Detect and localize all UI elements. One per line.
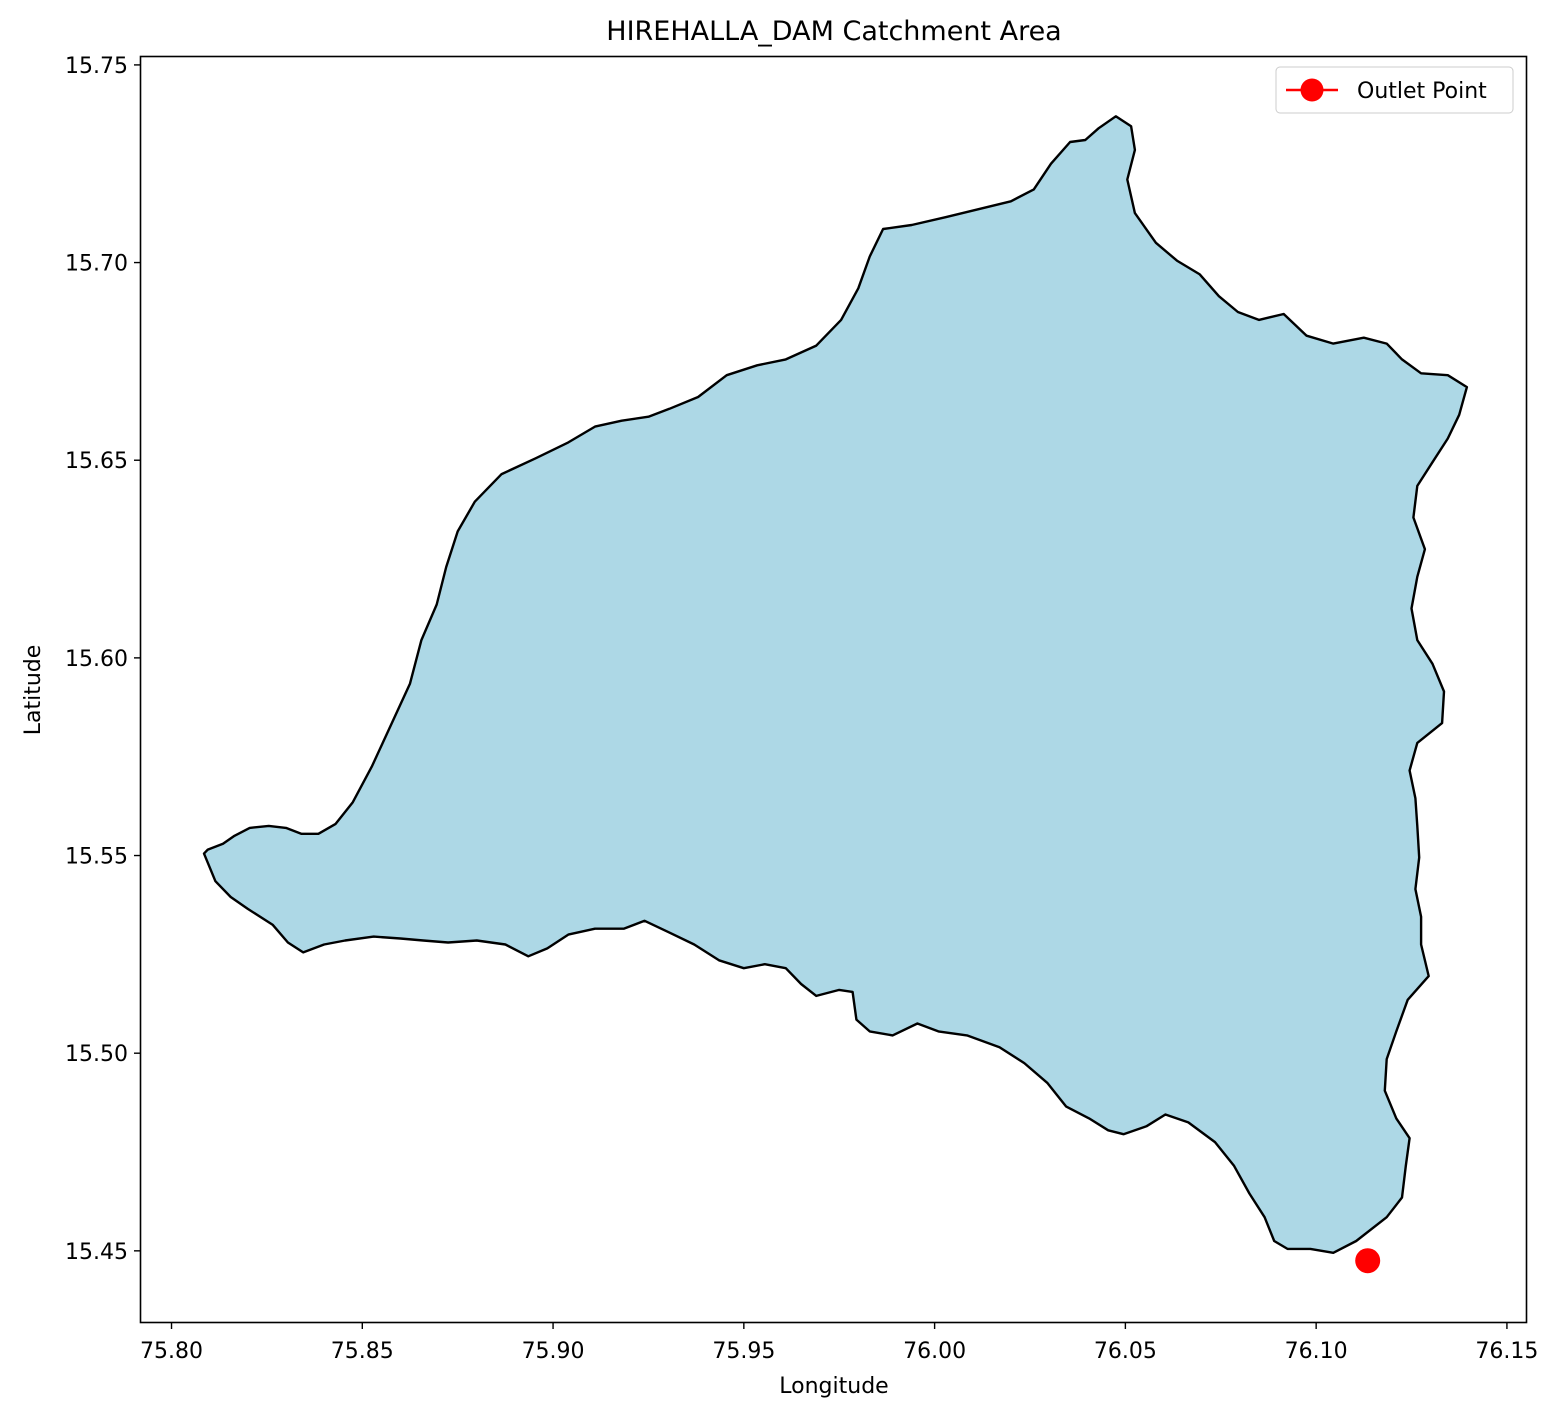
y-tick-label: 15.55 xyxy=(65,845,128,870)
axes-frame xyxy=(139,55,1528,1324)
catchment-area-polygon xyxy=(202,115,1469,1255)
chart-title: HIREHALLA_DAM Catchment Area xyxy=(606,16,1061,47)
x-tick-label: 76.10 xyxy=(1285,1339,1348,1364)
x-tick-label: 76.15 xyxy=(1475,1339,1538,1364)
y-axis-label: Latitude xyxy=(21,645,46,736)
x-tick-label: 75.85 xyxy=(331,1339,394,1364)
legend-marker-swatch xyxy=(1300,78,1324,102)
y-tick-label: 15.60 xyxy=(65,647,128,672)
y-tick-label: 15.70 xyxy=(65,252,128,277)
x-tick-label: 76.00 xyxy=(903,1339,966,1364)
y-tick-label: 15.50 xyxy=(65,1042,128,1067)
legend: Outlet Point xyxy=(1275,66,1514,114)
outlet-point-marker xyxy=(1355,1248,1381,1274)
legend-entry-outlet-point: Outlet Point xyxy=(1357,79,1487,104)
y-tick-label: 15.65 xyxy=(65,449,128,474)
y-tick-label: 15.45 xyxy=(65,1240,128,1265)
x-axis-label: Longitude xyxy=(779,1374,888,1399)
x-tick-label: 76.05 xyxy=(1094,1339,1157,1364)
plot-area xyxy=(202,115,1469,1274)
x-tick-label: 75.80 xyxy=(140,1339,203,1364)
x-tick-label: 75.90 xyxy=(522,1339,585,1364)
y-tick-label: 15.75 xyxy=(65,54,128,79)
x-tick-label: 75.95 xyxy=(712,1339,775,1364)
x-axis-ticks: 75.80 75.85 75.90 75.95 76.00 76.05 76.10 76.15 xyxy=(140,1322,1538,1364)
y-axis-ticks: 15.45 15.50 15.55 15.60 15.65 15.70 15.75 xyxy=(65,54,141,1265)
legend-box xyxy=(1275,66,1514,114)
